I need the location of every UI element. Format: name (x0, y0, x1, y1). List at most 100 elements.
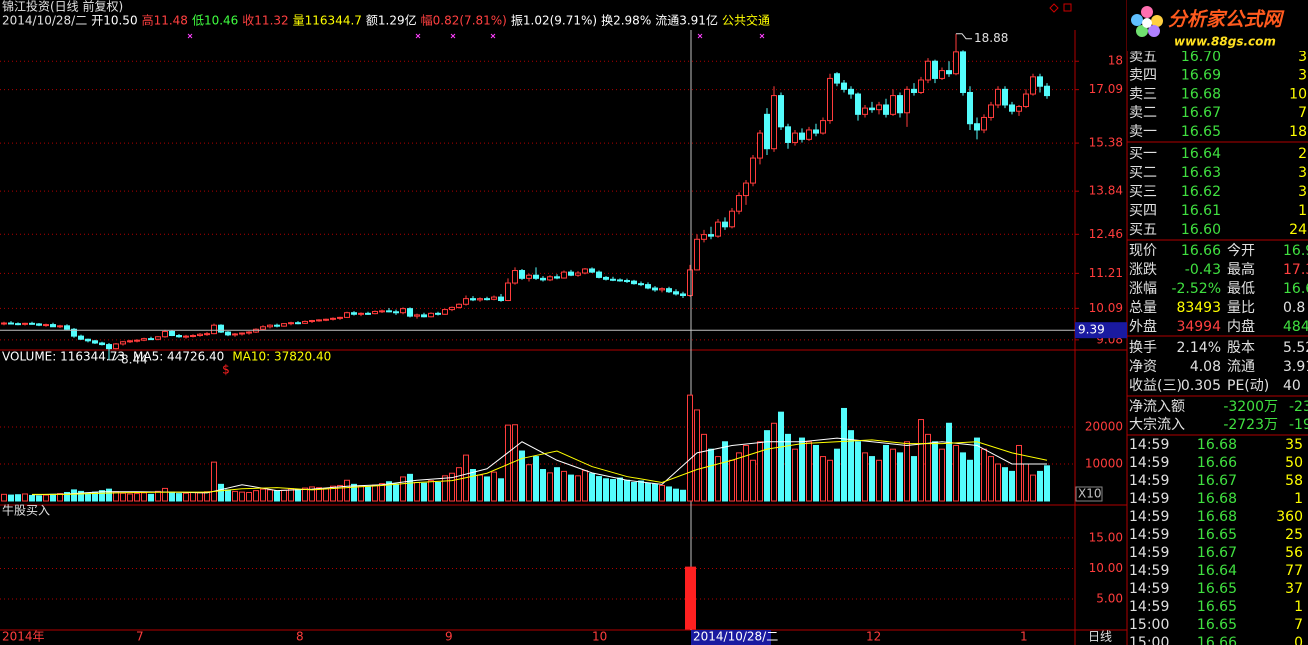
volume-bar (1009, 470, 1015, 502)
petal (1148, 25, 1160, 37)
candle-body (274, 324, 280, 327)
header-item: 开10.50 (91, 14, 137, 28)
candle-body (498, 296, 504, 302)
buy-marker: $ (222, 363, 230, 377)
header-item: 换2.98% (601, 14, 651, 28)
candle-body (631, 280, 637, 285)
candle-body (260, 326, 266, 330)
candle-body (155, 336, 161, 340)
candle-body (190, 335, 196, 338)
y-tick-label: 10000 (1085, 456, 1123, 470)
panel-cell: 14:59 (1129, 581, 1169, 597)
volume-bar (106, 488, 112, 502)
candle-body (176, 335, 182, 338)
period-label: 日线 (1088, 630, 1112, 644)
volume-bar (596, 476, 602, 502)
volume-bar (967, 459, 973, 502)
volume-bar (99, 490, 105, 502)
volume-bar (71, 489, 77, 502)
panel-cell: 买一 (1129, 146, 1157, 162)
signal-cross (490, 33, 496, 39)
panel-cell: 50 (1285, 455, 1303, 471)
annotation-leader (109, 354, 123, 361)
candle-body (92, 340, 98, 344)
candle-body (316, 319, 322, 322)
panel-cell: -0.43 (1185, 262, 1221, 278)
candle-body (8, 322, 14, 325)
panel-cell: 16.68 (1197, 437, 1237, 453)
panel-cell: 14:59 (1129, 509, 1169, 525)
volume-bar (638, 480, 644, 502)
volume-bar (834, 448, 840, 502)
candle-body (680, 293, 686, 297)
volume-bar (428, 480, 434, 502)
candle-body (358, 312, 364, 315)
candle-body (729, 210, 735, 228)
candle-body (512, 270, 518, 284)
volume-bar (631, 481, 637, 502)
logo: 分析家公式网 www.88gs.com (1127, 0, 1308, 51)
volume-bar (260, 488, 266, 502)
volume-bar (78, 490, 84, 502)
panel-cell: 16.66 (1197, 455, 1237, 471)
panel-cell: 买四 (1129, 203, 1157, 219)
candle-body (477, 298, 483, 301)
panel-cell: 16.62 (1181, 184, 1221, 200)
candle-body (771, 95, 777, 150)
candle-body (50, 324, 56, 328)
candle-body (204, 333, 210, 336)
volume-bar (1, 493, 7, 502)
panel-cell: 18 (1289, 124, 1307, 140)
volume-bar (442, 475, 448, 502)
panel-cell: 2 (1298, 146, 1307, 162)
legend-entry: MA10: 37820.40 (232, 350, 331, 364)
panel-cell: 360 (1276, 509, 1303, 525)
candle-body (743, 182, 749, 197)
candle-body (701, 234, 707, 240)
candle-body (281, 323, 287, 327)
candle-body (862, 107, 868, 115)
panel-cell: 14:59 (1129, 491, 1169, 507)
candle-body (484, 298, 490, 301)
x-tick-label: 12 (866, 630, 881, 644)
panel-cell: 16.65 (1181, 124, 1221, 140)
logo-url: www.88gs.com (1174, 35, 1276, 49)
candle-body (876, 104, 882, 111)
volume-bar (743, 444, 749, 502)
candle-body (120, 341, 126, 345)
volume-bar (911, 456, 917, 502)
panel-cell: 3 (1298, 165, 1307, 181)
candle-body (225, 331, 231, 336)
candle-body (918, 79, 924, 93)
candle-body (246, 331, 252, 334)
volume-bar (561, 470, 567, 502)
candle-body (624, 280, 630, 283)
candle-body (715, 221, 721, 237)
volume-bar (43, 494, 49, 502)
volume-bar (421, 482, 427, 502)
panel-cell: -23 (1289, 399, 1308, 415)
candle-body (967, 91, 973, 125)
panel-cell: 24 (1289, 222, 1307, 238)
panel-cell: -19 (1289, 417, 1308, 433)
candle-body (197, 333, 203, 337)
volume-bar (750, 459, 756, 502)
volume-bar (981, 448, 987, 502)
volume-bar (15, 494, 21, 502)
candle-body (85, 338, 91, 342)
candle-body (15, 323, 21, 326)
panel-cell: 大宗流入 (1129, 417, 1185, 433)
panel-cell: 16.63 (1181, 165, 1221, 181)
candle-body (533, 274, 539, 279)
candle-body (589, 268, 595, 273)
volume-bar (57, 493, 63, 502)
volume-bar (792, 448, 798, 502)
candle-body (974, 123, 980, 131)
volume-bar (813, 444, 819, 502)
panel-cell: 58 (1285, 473, 1303, 489)
panel-cell: 0.305 (1181, 378, 1221, 394)
panel-cell: -2.52% (1171, 281, 1221, 297)
indicator-bar (685, 566, 696, 630)
volume-bar (477, 474, 483, 502)
candle-body (932, 60, 938, 79)
